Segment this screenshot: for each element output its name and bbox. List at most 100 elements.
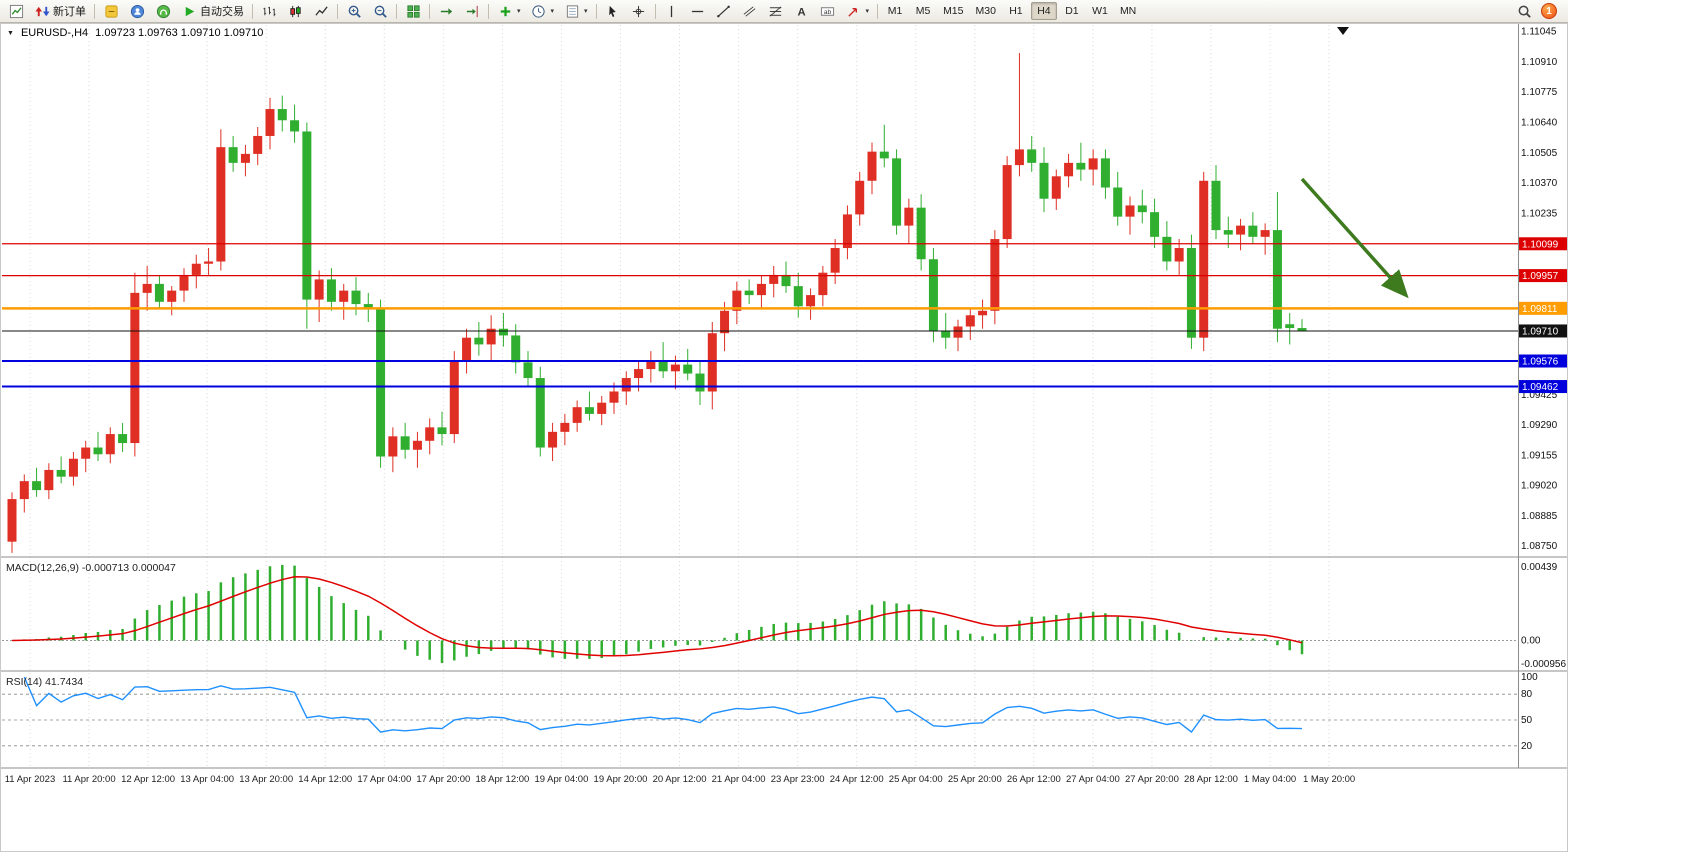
new-order-button[interactable]: 新订单 — [30, 1, 90, 21]
dropdown-caret-icon[interactable]: ▾ — [865, 7, 870, 15]
candle — [904, 198, 914, 244]
timeframe-m30-button[interactable]: M30 — [971, 2, 1001, 20]
timeframe-m1-button[interactable]: M1 — [882, 2, 908, 20]
candle — [548, 422, 558, 461]
text-button[interactable]: A — [790, 1, 814, 21]
candle — [265, 97, 275, 150]
dropdown-caret-icon[interactable]: ▾ — [517, 7, 521, 15]
auto-scroll-icon — [438, 3, 454, 19]
candle — [511, 324, 521, 374]
line-chart-button[interactable] — [309, 1, 333, 21]
chart-shift-button[interactable] — [460, 1, 484, 21]
candle — [167, 286, 177, 316]
svg-text:1.09957: 1.09957 — [1522, 271, 1559, 282]
candle — [781, 261, 791, 293]
candle — [1039, 147, 1049, 213]
arrow-tool-icon — [846, 3, 862, 19]
candlestick-chart-button[interactable] — [283, 1, 307, 21]
candle — [228, 135, 238, 172]
y-axis-label: 1.09290 — [1521, 420, 1558, 431]
candle — [44, 463, 54, 500]
down-triangle-marker[interactable] — [1337, 27, 1349, 35]
new-chart-button[interactable] — [4, 1, 28, 21]
vertical-line-button[interactable] — [660, 1, 684, 21]
candle — [277, 95, 287, 132]
rsi-line — [23, 676, 1303, 733]
macd-signal-line — [11, 576, 1303, 657]
y-axis-label: 1.10775 — [1521, 87, 1558, 98]
timeframe-mn-button[interactable]: MN — [1115, 2, 1141, 20]
auto-scroll-button[interactable] — [434, 1, 458, 21]
profile-button[interactable] — [125, 1, 149, 21]
chart-symbol-dropdown-icon[interactable]: ▼ — [7, 29, 14, 37]
channel-button[interactable] — [738, 1, 762, 21]
tile-windows-icon — [405, 3, 421, 19]
candle — [339, 283, 349, 320]
x-axis-label: 25 Apr 20:00 — [948, 774, 1002, 785]
y-axis-label: 1.10370 — [1521, 178, 1558, 189]
arrows-button[interactable]: ▾ — [842, 1, 874, 21]
svg-text:1.09576: 1.09576 — [1522, 357, 1559, 368]
x-axis-label: 11 Apr 2023 — [5, 774, 56, 785]
bar-chart-button[interactable] — [257, 1, 281, 21]
candle — [449, 351, 459, 444]
svg-text:1.09710: 1.09710 — [1522, 326, 1559, 337]
svg-text:ab: ab — [824, 8, 832, 15]
fibonacci-button[interactable] — [764, 1, 788, 21]
candle — [621, 371, 631, 405]
x-axis-label: 17 Apr 04:00 — [357, 774, 411, 785]
candle — [695, 360, 705, 405]
text-label-button[interactable]: ab — [816, 1, 840, 21]
candle — [1027, 135, 1037, 172]
autotrading-button[interactable]: 自动交易 — [177, 1, 248, 21]
templates-button[interactable]: ▾ — [560, 1, 592, 21]
trend-arrow-annotation[interactable] — [1300, 177, 1409, 299]
indicators-button[interactable]: ▾ — [493, 1, 525, 21]
rsi-scale-label: 100 — [1521, 672, 1538, 683]
cursor-button[interactable] — [601, 1, 625, 21]
candle — [1064, 153, 1074, 188]
notification-badge[interactable]: 1 — [1541, 3, 1557, 19]
chart-canvas[interactable]: 11 Apr 2023 11 Apr 20:00 12 Apr 12:00 13 Ap… — [0, 23, 1568, 852]
candle — [1285, 313, 1295, 345]
chart-window[interactable]: 11 Apr 2023 11 Apr 20:00 12 Apr 12:00 13 Ap… — [0, 23, 1568, 852]
dropdown-caret-icon[interactable]: ▾ — [550, 7, 555, 15]
candle — [204, 248, 214, 275]
tile-windows-button[interactable] — [401, 1, 425, 21]
timeframe-m5-button[interactable]: M5 — [910, 2, 936, 20]
vline-icon — [664, 3, 680, 19]
svg-text:1.09811: 1.09811 — [1522, 304, 1558, 315]
dropdown-caret-icon[interactable]: ▾ — [584, 7, 588, 15]
candle — [412, 431, 422, 468]
timeframe-w1-button[interactable]: W1 — [1087, 2, 1113, 20]
trendline-button[interactable] — [712, 1, 736, 21]
candle — [400, 422, 410, 459]
zoom-out-button[interactable] — [368, 1, 392, 21]
zoom-in-button[interactable] — [342, 1, 366, 21]
toolbar-separator — [396, 3, 397, 19]
horizontal-line-button[interactable] — [686, 1, 710, 21]
y-axis-label: 1.10505 — [1521, 148, 1558, 159]
timeframe-h1-button[interactable]: H1 — [1003, 2, 1029, 20]
timeframe-h4-button[interactable]: H4 — [1030, 2, 1057, 20]
candle — [81, 440, 91, 473]
x-axis-label: 14 Apr 12:00 — [298, 774, 352, 785]
search-button[interactable] — [1512, 1, 1536, 21]
candle — [1174, 239, 1184, 275]
candle — [597, 395, 607, 426]
periods-button[interactable]: ▾ — [527, 1, 559, 21]
chart-ohlc-header: ▼ EURUSD-,H4 1.09723 1.09763 1.09710 1.0… — [7, 27, 263, 39]
timeframe-d1-button[interactable]: D1 — [1059, 2, 1085, 20]
toolbar-separator — [595, 3, 597, 19]
candle — [1014, 53, 1024, 177]
metaeditor-button[interactable] — [99, 1, 123, 21]
candle — [191, 254, 201, 289]
y-axis-label: 1.08885 — [1521, 511, 1558, 522]
candle — [68, 452, 78, 486]
macd-scale-zero: 0.00 — [1521, 636, 1541, 647]
community-button[interactable] — [151, 1, 175, 21]
candle — [1211, 165, 1221, 240]
x-axis-label: 13 Apr 04:00 — [180, 774, 234, 785]
timeframe-m15-button[interactable]: M15 — [938, 2, 968, 20]
crosshair-button[interactable] — [627, 1, 651, 21]
